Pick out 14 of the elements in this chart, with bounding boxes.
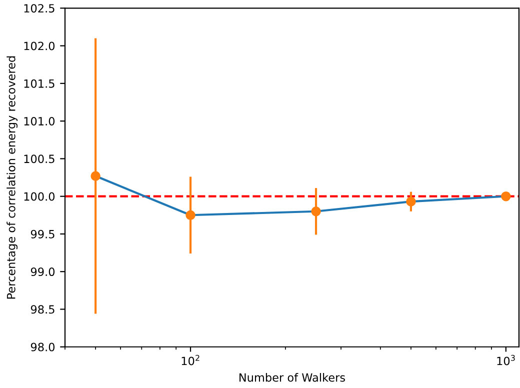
y-tick-label: 102.5	[24, 4, 54, 13]
x-tick-label: 10$^{2}$	[182, 354, 200, 366]
y-tick-label: 99.0	[30, 268, 55, 276]
y-tick-label: 99.5	[30, 230, 54, 238]
y-tick-label: 100.5	[24, 154, 54, 164]
y-tick-label: 98.5	[30, 305, 54, 314]
y-tick-label: 98.0	[30, 342, 55, 352]
y-tick-label: 101.0	[24, 116, 55, 126]
x-tick-label: 10$^{3}$	[497, 354, 515, 366]
y-tick-label: 100.0	[24, 192, 55, 201]
y-tick-label: 101.5	[24, 79, 54, 88]
y-tick-label: 102.0	[24, 42, 55, 50]
y-axis-title: Percentage of correlation energy recovered	[6, 56, 18, 299]
x-axis-title: Number of Walkers	[240, 373, 345, 382]
